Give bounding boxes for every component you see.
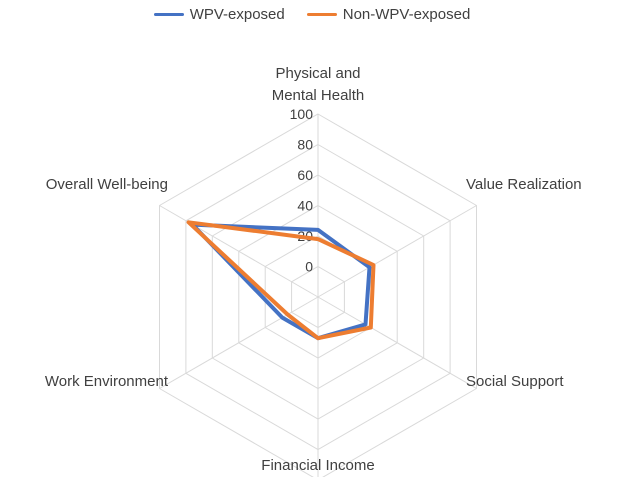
legend: WPV-exposed Non-WPV-exposed bbox=[0, 6, 624, 23]
axis-label-value-realization: Value Realization bbox=[466, 176, 582, 193]
axis-label-physical-and-mental-health-line1: Physical and bbox=[275, 65, 360, 82]
axis-label-financial-income: Financial Income bbox=[261, 457, 374, 474]
legend-swatch-wpv-exposed bbox=[153, 13, 184, 16]
legend-item-wpv-exposed: WPV-exposed bbox=[153, 6, 285, 23]
spoke-1 bbox=[317, 205, 477, 298]
tick-label-0: 0 bbox=[305, 259, 313, 275]
legend-item-non-wpv-exposed: Non-WPV-exposed bbox=[306, 6, 471, 23]
tick-label-40: 40 bbox=[297, 198, 313, 214]
radar-spokes bbox=[159, 114, 477, 477]
tick-label-100: 100 bbox=[290, 106, 314, 122]
legend-label-wpv-exposed: WPV-exposed bbox=[189, 6, 285, 23]
axis-label-work-environment: Work Environment bbox=[45, 373, 169, 390]
spoke-5 bbox=[159, 205, 319, 298]
radar-series bbox=[186, 220, 376, 341]
spoke-4 bbox=[159, 296, 319, 389]
spoke-2 bbox=[317, 296, 477, 389]
axis-label-physical-and-mental-health-line2: Mental Health bbox=[272, 87, 365, 104]
axis-label-social-support: Social Support bbox=[466, 373, 564, 390]
tick-label-80: 80 bbox=[297, 137, 313, 153]
legend-label-non-wpv-exposed: Non-WPV-exposed bbox=[342, 6, 471, 23]
series-line-non-wpv-exposed bbox=[186, 220, 376, 341]
axis-label-overall-well-being: Overall Well-being bbox=[46, 176, 168, 193]
legend-swatch-non-wpv-exposed bbox=[306, 13, 337, 16]
tick-label-60: 60 bbox=[297, 167, 313, 183]
axis-labels: Physical and Mental Health Value Realizati… bbox=[45, 65, 582, 474]
